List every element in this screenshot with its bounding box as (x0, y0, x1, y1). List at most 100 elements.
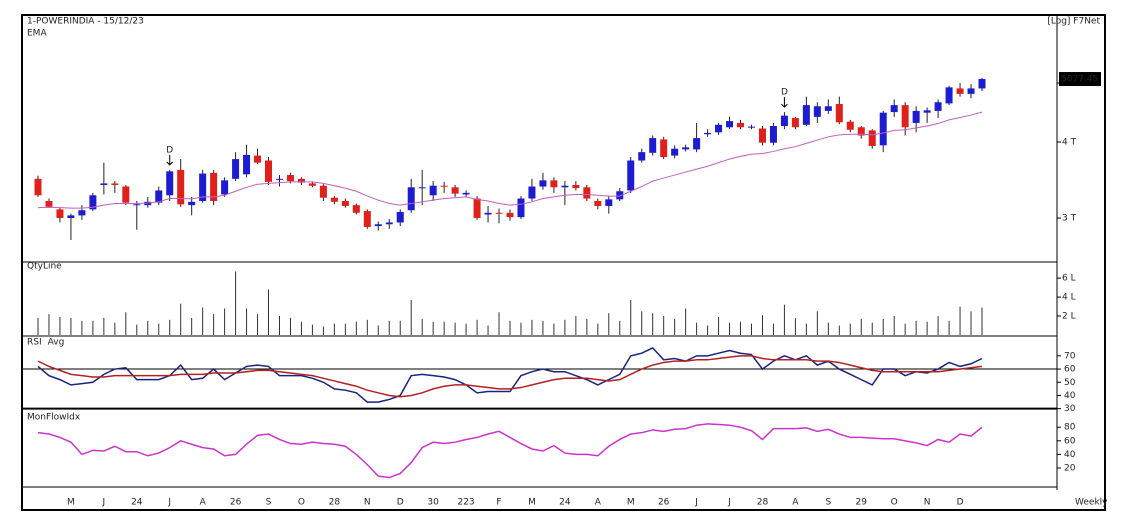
candle-body (923, 110, 931, 113)
y-tick-label: 2 L (1062, 312, 1076, 322)
x-tick-label: J (694, 498, 698, 508)
candle-body (265, 160, 273, 182)
candle-body (857, 127, 865, 136)
x-tick-label: 28 (329, 498, 341, 508)
candle-body (133, 204, 141, 206)
candle-body (319, 185, 327, 198)
candle-body (879, 112, 887, 146)
candle-body (934, 102, 942, 111)
candle-body (275, 178, 283, 180)
chart-title: 1-POWERINDIA - 15/12/23 (27, 17, 144, 27)
candle-body (221, 180, 229, 195)
candle-body (56, 209, 64, 219)
candle-body (616, 191, 624, 200)
candle-body (199, 173, 207, 201)
candle-body (978, 79, 986, 89)
candle-body (297, 178, 305, 183)
annotation: D (781, 88, 788, 98)
candle-body (693, 138, 701, 150)
candle-body (363, 211, 371, 227)
x-tick-label: 28 (757, 498, 769, 508)
candle-body (780, 115, 788, 127)
ema-line (37, 111, 983, 209)
x-tick-label: A (595, 498, 602, 508)
x-tick-label: N (364, 498, 371, 508)
candle-body (791, 118, 799, 128)
y-tick-label: 40 (1064, 450, 1076, 460)
candle-body (385, 222, 393, 225)
x-tick-label: M (67, 498, 75, 508)
x-tick-label: M (627, 498, 635, 508)
annotation-arrow (166, 154, 174, 166)
candle-body (451, 187, 459, 194)
candle-body (166, 171, 174, 196)
candle-body (407, 187, 415, 211)
candle-body (473, 198, 481, 219)
y-tick-label: 60 (1064, 436, 1076, 446)
candle-body (945, 87, 953, 104)
x-tick-label: J (102, 498, 106, 508)
x-tick-label: S (266, 498, 272, 508)
candle-body (177, 169, 185, 205)
x-tick-label: S (825, 498, 831, 508)
scale-label: [Log] F7Net (1047, 17, 1100, 27)
candle-body (122, 186, 130, 203)
y-tick-label: 70 (1064, 351, 1076, 361)
candle-body (330, 197, 338, 202)
candle-body (704, 132, 712, 135)
candle-body (396, 211, 404, 223)
candle-body (660, 139, 668, 157)
x-tick-label: 223 (457, 498, 474, 508)
x-tick-label: J (167, 498, 171, 508)
candle-body (517, 198, 525, 218)
candle-body (254, 155, 262, 163)
candle-body (286, 175, 294, 182)
candle-body (462, 192, 470, 195)
candle-body (835, 103, 843, 123)
candle-body (758, 128, 766, 143)
candle-body (649, 138, 657, 153)
indicator-line (37, 423, 983, 479)
candle-body (802, 105, 810, 125)
candle-body (583, 187, 591, 199)
candle-body (67, 215, 75, 219)
candle-body (726, 121, 734, 128)
y-tick-label: 6 L (1062, 274, 1076, 284)
candle-body (528, 186, 536, 199)
candle-body (34, 178, 42, 196)
x-tick-label: A (200, 498, 207, 508)
x-tick-label: 24 (559, 498, 571, 508)
x-tick-label: J (727, 498, 731, 508)
candle-body (484, 212, 492, 215)
x-tick-label: 26 (230, 498, 242, 508)
candle-body (418, 187, 426, 189)
candle-body (561, 185, 569, 188)
y-tick-label: 80 (1064, 423, 1076, 433)
x-tick-label: 26 (658, 498, 670, 508)
annotation: D (166, 145, 173, 155)
y-tick-label: 4 T (1062, 138, 1077, 148)
indicator-line (37, 355, 983, 398)
candle-body (352, 205, 360, 213)
candle-body (111, 183, 119, 185)
candle-body (210, 172, 218, 201)
candle-body (846, 121, 854, 130)
candle-body (78, 210, 86, 216)
candle-body (495, 212, 503, 214)
y-tick-label: 40 (1064, 391, 1076, 401)
last-price-label: 5077.45 (1061, 75, 1098, 85)
legend-label: Avg (48, 338, 65, 348)
candle-body (638, 152, 646, 161)
candle-body (243, 154, 251, 175)
y-tick-label: 60 (1064, 365, 1076, 375)
candle-body (188, 201, 196, 206)
candle-body (813, 106, 821, 117)
x-tick-label: D (957, 498, 964, 508)
x-tick-label: F (496, 498, 501, 508)
candle-body (341, 200, 349, 206)
candle-body (769, 126, 777, 143)
y-tick-label: 3 T (1062, 214, 1077, 224)
candle-body (627, 160, 635, 191)
legend-label: RSI (27, 338, 42, 348)
